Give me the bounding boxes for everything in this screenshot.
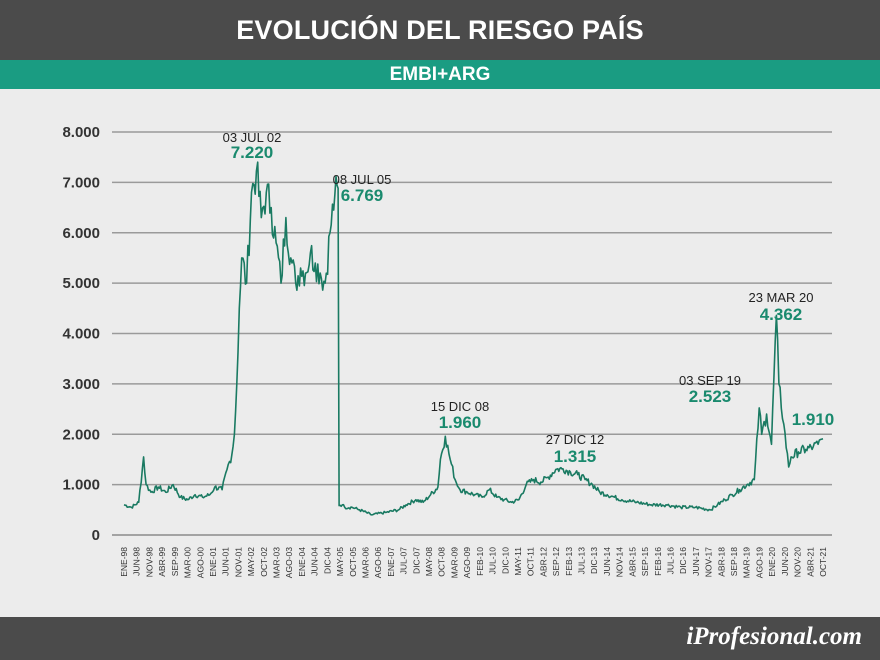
- x-tick-label: SEP-12: [551, 547, 561, 577]
- x-tick-label: FEB-13: [564, 547, 574, 576]
- x-tick-label: DIC-07: [411, 547, 421, 574]
- x-tick-label: AGO-19: [754, 547, 764, 578]
- x-tick-label: DIC-13: [589, 547, 599, 574]
- x-tick-label: ENE-07: [386, 547, 396, 577]
- x-tick-label: ABR-12: [538, 547, 548, 577]
- x-tick-label: OCT-11: [526, 547, 536, 576]
- annotation-value: 2.523: [689, 387, 732, 406]
- grid-lines: [112, 131, 832, 536]
- x-tick-label: MAR-03: [272, 547, 282, 578]
- x-tick-label: MAY-02: [246, 547, 256, 577]
- x-tick-label: JUL-07: [399, 547, 409, 575]
- x-tick-label: JUN-98: [132, 547, 142, 576]
- x-tick-label: NOV-14: [615, 547, 625, 578]
- x-tick-label: ABR-15: [627, 547, 637, 577]
- x-tick-label: ENE-04: [297, 547, 307, 577]
- x-tick-label: MAY-11: [513, 547, 523, 576]
- annotation-date: 27 DIC 12: [546, 432, 605, 447]
- chart-subtitle-bar: EMBI+ARG: [0, 60, 880, 89]
- x-tick-label: JUL-10: [488, 547, 498, 575]
- x-tick-label: DIC-04: [322, 547, 332, 574]
- series-line-embi-arg: [123, 161, 824, 516]
- y-tick-label: 6.000: [62, 225, 100, 242]
- annotation-value: 1.960: [439, 413, 482, 432]
- y-tick-label: 8.000: [62, 124, 100, 141]
- x-tick-label: AGO-00: [195, 547, 205, 578]
- x-tick-label: OCT-05: [348, 547, 358, 577]
- y-tick-label: 5.000: [62, 275, 100, 292]
- x-tick-label: SEP-15: [640, 547, 650, 577]
- x-tick-label: MAR-19: [742, 547, 752, 578]
- x-tick-label: NOV-20: [793, 547, 803, 578]
- x-tick-label: JUN-01: [221, 547, 231, 576]
- line-chart: 0 1.000 2.000 3.000 4.000 5.000 6.000 7.000 8.00…: [62, 124, 835, 578]
- x-tick-label: OCT-21: [818, 547, 828, 577]
- x-tick-label: NOV-01: [233, 547, 243, 578]
- y-tick-label: 4.000: [62, 326, 100, 343]
- y-tick-label: 2.000: [62, 426, 100, 443]
- x-tick-label: DIC-16: [678, 547, 688, 574]
- annotation-value: 1.910: [792, 410, 835, 429]
- annotation-date: 03 JUL 02: [223, 130, 282, 145]
- x-tick-label: MAY-08: [424, 547, 434, 577]
- brand-logo: iProfesional.com: [686, 623, 862, 650]
- x-tick-label: JUL-16: [665, 547, 675, 575]
- chart-subtitle: EMBI+ARG: [389, 63, 491, 85]
- x-tick-label: AGO-06: [373, 547, 383, 578]
- annotation-value: 1.315: [554, 447, 597, 466]
- x-tick-label: JUN-17: [691, 547, 701, 576]
- x-tick-label: JUN-04: [310, 547, 320, 576]
- x-tick-label: SEP-18: [729, 547, 739, 577]
- x-tick-label: MAR-09: [449, 547, 459, 578]
- x-tick-label: AGO-09: [462, 547, 472, 578]
- annotation-date: 03 SEP 19: [679, 373, 741, 388]
- x-tick-label: OCT-08: [437, 547, 447, 577]
- x-tick-label: FEB-16: [653, 547, 663, 576]
- footer-bar: iProfesional.com: [0, 617, 880, 660]
- annotation-value: 4.362: [760, 305, 803, 324]
- x-tick-label: ENE-01: [208, 547, 218, 577]
- x-tick-label: SEP-99: [170, 547, 180, 577]
- x-tick-label: ABR-99: [157, 547, 167, 577]
- x-tick-label: AGO-03: [284, 547, 294, 578]
- y-tick-label: 7.000: [62, 174, 100, 191]
- annotation-value: 6.769: [341, 186, 384, 205]
- annotation-date: 23 MAR 20: [748, 290, 813, 305]
- annotation-date: 08 JUL 05: [333, 172, 392, 187]
- chart-title: EVOLUCIÓN DEL RIESGO PAÍS: [236, 14, 644, 45]
- y-tick-label: 0: [92, 527, 100, 544]
- x-tick-label: MAR-06: [360, 547, 370, 578]
- annotation-date: 15 DIC 08: [431, 399, 490, 414]
- x-tick-label: MAY-05: [335, 547, 345, 577]
- x-axis-ticks: ENE-98 JUN-98 NOV-98 ABR-99 SEP-99 MAR-00 AGO-…: [119, 547, 828, 578]
- x-tick-label: OCT-02: [259, 547, 269, 577]
- x-tick-label: JUN-20: [780, 547, 790, 576]
- x-tick-label: ENE-20: [767, 547, 777, 577]
- x-tick-label: JUN-14: [602, 547, 612, 576]
- x-tick-label: NOV-98: [144, 547, 154, 578]
- x-tick-label: DIC-10: [500, 547, 510, 574]
- annotation-value: 7.220: [231, 143, 274, 162]
- x-tick-label: JUL-13: [577, 547, 587, 575]
- x-tick-label: ABR-18: [716, 547, 726, 577]
- y-tick-label: 3.000: [62, 376, 100, 393]
- x-tick-label: ABR-21: [805, 547, 815, 577]
- x-tick-label: ENE-98: [119, 547, 129, 577]
- chart-title-bar: EVOLUCIÓN DEL RIESGO PAÍS: [0, 0, 880, 60]
- y-tick-label: 1.000: [62, 477, 100, 494]
- y-axis-ticks: 0 1.000 2.000 3.000 4.000 5.000 6.000 7.000 8.00…: [62, 124, 100, 544]
- x-tick-label: NOV-17: [704, 547, 714, 578]
- x-tick-label: MAR-00: [183, 547, 193, 578]
- x-tick-label: FEB-10: [475, 547, 485, 576]
